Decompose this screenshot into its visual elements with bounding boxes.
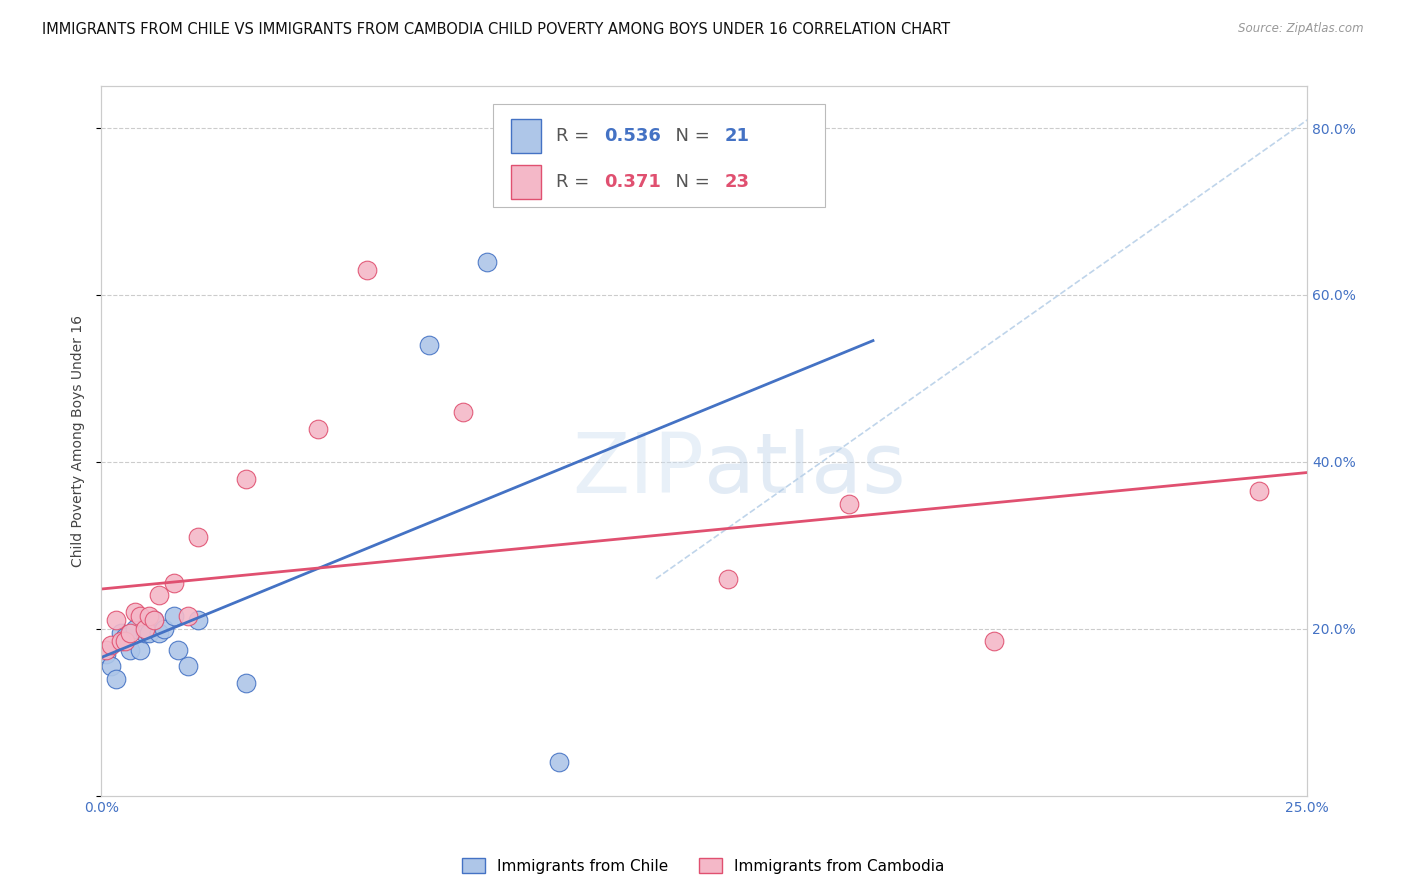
- Point: [548, 756, 571, 770]
- Point: [235, 676, 257, 690]
- Point: [167, 642, 190, 657]
- Y-axis label: Child Poverty Among Boys Under 16: Child Poverty Among Boys Under 16: [72, 315, 86, 567]
- Point: [162, 609, 184, 624]
- Point: [100, 659, 122, 673]
- Text: 0.371: 0.371: [605, 173, 661, 191]
- Point: [983, 634, 1005, 648]
- Point: [134, 626, 156, 640]
- Point: [134, 622, 156, 636]
- Text: atlas: atlas: [704, 429, 905, 510]
- Point: [120, 626, 142, 640]
- Text: ZIP: ZIP: [572, 429, 704, 510]
- Point: [104, 614, 127, 628]
- Text: N =: N =: [665, 173, 716, 191]
- Text: 21: 21: [724, 128, 749, 145]
- Point: [128, 609, 150, 624]
- Point: [307, 421, 329, 435]
- FancyBboxPatch shape: [494, 104, 825, 207]
- Point: [124, 622, 146, 636]
- Point: [94, 647, 117, 661]
- Point: [94, 642, 117, 657]
- Point: [356, 263, 378, 277]
- Point: [138, 626, 160, 640]
- Point: [148, 589, 170, 603]
- Point: [114, 634, 136, 648]
- Text: N =: N =: [665, 128, 716, 145]
- Point: [100, 639, 122, 653]
- Point: [418, 338, 440, 352]
- Text: Source: ZipAtlas.com: Source: ZipAtlas.com: [1239, 22, 1364, 36]
- Legend: Immigrants from Chile, Immigrants from Cambodia: Immigrants from Chile, Immigrants from C…: [456, 852, 950, 880]
- Point: [104, 672, 127, 686]
- Point: [110, 634, 132, 648]
- Point: [162, 575, 184, 590]
- Point: [1247, 484, 1270, 499]
- Point: [128, 642, 150, 657]
- Text: 0.536: 0.536: [605, 128, 661, 145]
- Point: [717, 572, 740, 586]
- Text: R =: R =: [555, 173, 595, 191]
- Point: [148, 626, 170, 640]
- FancyBboxPatch shape: [512, 120, 541, 153]
- Point: [143, 614, 166, 628]
- Point: [153, 622, 176, 636]
- Text: R =: R =: [555, 128, 595, 145]
- Text: 23: 23: [724, 173, 749, 191]
- Point: [138, 609, 160, 624]
- Point: [475, 254, 498, 268]
- Point: [124, 605, 146, 619]
- Point: [177, 659, 200, 673]
- Point: [187, 614, 209, 628]
- Point: [177, 609, 200, 624]
- Point: [235, 472, 257, 486]
- Point: [187, 530, 209, 544]
- Point: [120, 642, 142, 657]
- Point: [114, 630, 136, 644]
- Point: [451, 405, 474, 419]
- Point: [143, 614, 166, 628]
- Text: IMMIGRANTS FROM CHILE VS IMMIGRANTS FROM CAMBODIA CHILD POVERTY AMONG BOYS UNDER: IMMIGRANTS FROM CHILE VS IMMIGRANTS FROM…: [42, 22, 950, 37]
- FancyBboxPatch shape: [512, 165, 541, 199]
- Point: [838, 497, 860, 511]
- Point: [110, 626, 132, 640]
